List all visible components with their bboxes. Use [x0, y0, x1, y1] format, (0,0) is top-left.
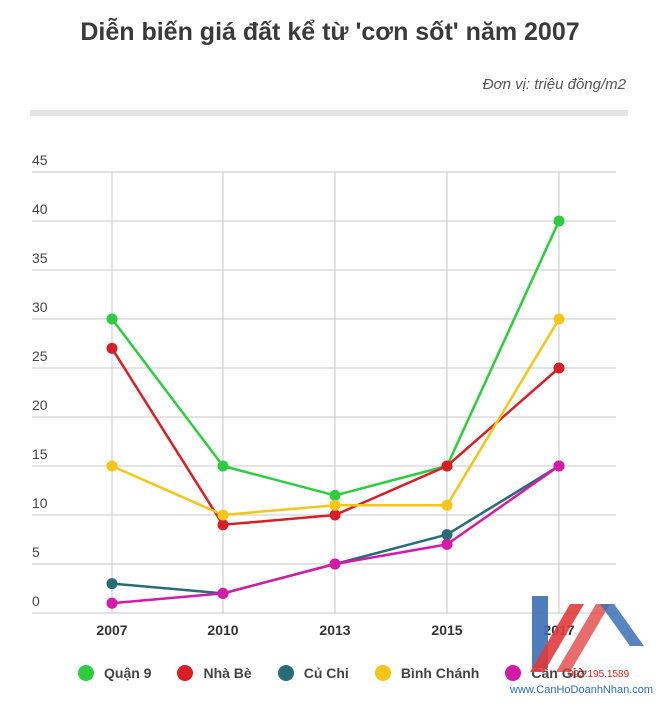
y-axis-ticks: 0 5 10 15 20 25 30 35 40 45	[32, 152, 48, 609]
data-point	[553, 215, 565, 227]
x-tick-label: 2007	[96, 622, 127, 638]
x-axis-ticks: 20072010201320152017	[96, 622, 574, 638]
data-point	[217, 587, 229, 599]
y-tick-label: 15	[32, 446, 48, 462]
data-point	[217, 509, 229, 521]
data-point	[441, 499, 453, 511]
brand-phone: 093.195.1589	[568, 669, 630, 680]
legend-swatch	[78, 665, 94, 681]
data-point	[329, 499, 341, 511]
data-point	[106, 578, 118, 590]
data-point	[217, 519, 229, 531]
brand-url: www.CanHoDoanhNhan.com	[510, 684, 654, 696]
y-tick-label: 5	[32, 544, 40, 560]
legend-item: Bình Chánh	[374, 665, 480, 681]
data-point	[217, 460, 229, 472]
legend-label: Nhà Bè	[203, 665, 252, 681]
y-tick-label: 25	[32, 348, 48, 364]
x-tick-label: 2013	[319, 622, 350, 638]
data-point	[106, 313, 118, 325]
title-divider	[30, 110, 628, 116]
data-point	[329, 558, 341, 570]
x-tick-label: 2015	[431, 622, 462, 638]
legend-item: Nhà Bè	[177, 665, 252, 681]
data-point	[329, 509, 341, 521]
data-point	[106, 342, 118, 354]
unit-label: Đơn vị: triệu đồng/m2	[482, 76, 626, 93]
legend-item: Củ Chi	[277, 665, 349, 681]
brand-logo	[530, 596, 644, 672]
y-tick-label: 35	[32, 250, 48, 266]
legend-swatch	[505, 665, 522, 681]
legend-item: Quận 9	[78, 665, 151, 681]
y-tick-label: 10	[32, 495, 48, 511]
y-tick-label: 45	[32, 152, 48, 168]
legend-swatch	[277, 665, 294, 681]
legend-swatch	[374, 665, 391, 681]
legend-label: Củ Chi	[303, 665, 349, 681]
legend-label: Bình Chánh	[400, 665, 480, 681]
legend-swatch	[177, 665, 194, 681]
y-tick-label: 0	[32, 593, 40, 609]
data-point	[441, 538, 453, 550]
data-point	[329, 489, 341, 501]
data-point	[441, 529, 453, 541]
legend-label: Quận 9	[104, 665, 152, 681]
series-points	[106, 215, 565, 609]
data-point	[441, 460, 453, 472]
data-point	[553, 362, 565, 374]
data-point	[106, 597, 118, 609]
chart-title: Diễn biến giá đất kể từ 'cơn sốt' năm 20…	[80, 18, 580, 46]
grid	[32, 171, 616, 614]
x-tick-label: 2010	[207, 622, 238, 638]
y-tick-label: 40	[32, 201, 48, 217]
data-point	[106, 460, 118, 472]
y-tick-label: 30	[32, 299, 48, 315]
data-point	[553, 313, 565, 325]
data-point	[553, 460, 565, 472]
y-tick-label: 20	[32, 397, 48, 413]
